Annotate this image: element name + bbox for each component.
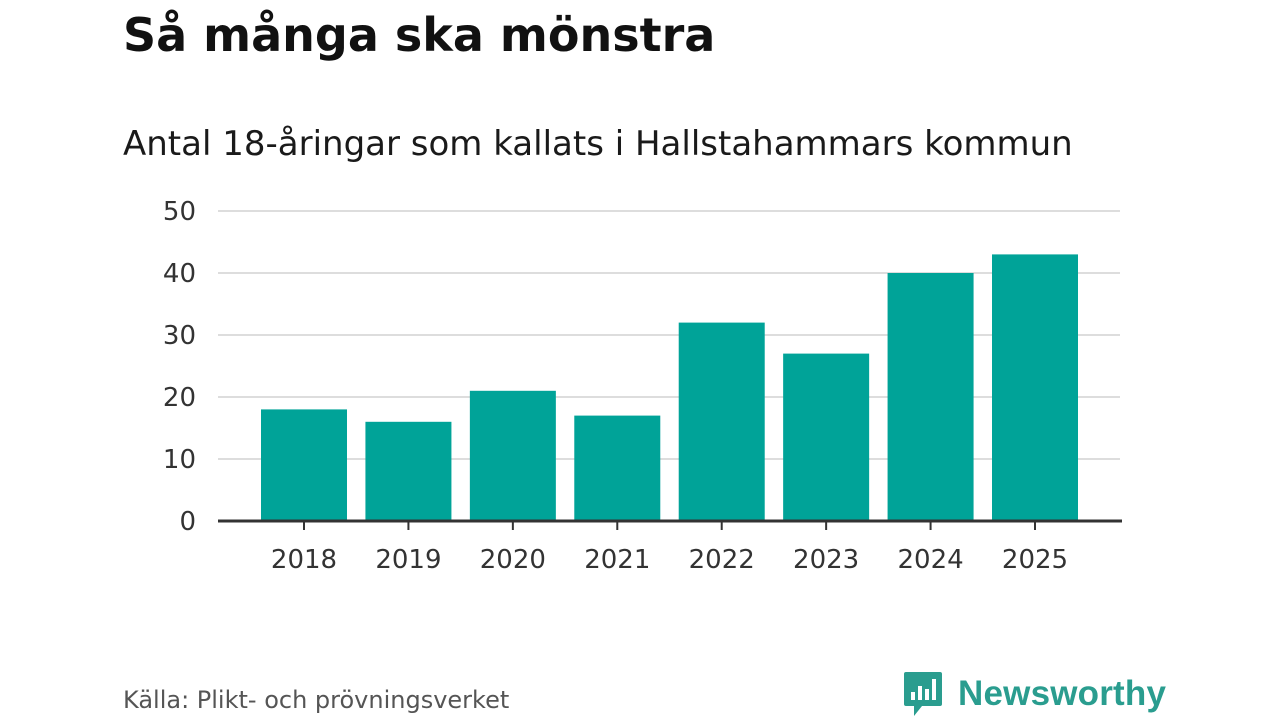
y-tick-label: 50 (163, 197, 196, 227)
y-tick-label: 0 (179, 507, 196, 537)
bar-chart-speech-bubble-icon (904, 672, 942, 716)
source-note: Källa: Plikt- och prövningsverket (123, 686, 510, 714)
bar-chart: 0 10 20 30 40 50 2018 2019 2020 2021 2022 2023 2024 2… (163, 197, 1122, 575)
brand-name: Newsworthy (958, 674, 1167, 713)
x-tick-label: 2020 (480, 545, 546, 575)
x-tick-label: 2023 (793, 545, 859, 575)
bar-2023 (783, 353, 870, 521)
brand-logo: Newsworthy (902, 670, 1166, 718)
chart-title: Så många ska mönstra (123, 8, 716, 62)
chart-subtitle: Antal 18-åringar som kallats i Hallstaha… (123, 124, 1073, 164)
x-tick-label: 2022 (689, 545, 755, 575)
bar-2020 (469, 390, 556, 521)
bar-2024 (887, 273, 974, 521)
bar-2019 (365, 421, 452, 521)
x-tick-label: 2018 (271, 545, 337, 575)
bar-2022 (678, 322, 765, 521)
y-tick-label: 20 (163, 383, 196, 413)
x-tick-label: 2024 (897, 545, 963, 575)
y-tick-label: 10 (163, 445, 196, 475)
y-tick-label: 30 (163, 321, 196, 351)
x-tick-label: 2021 (584, 545, 650, 575)
x-tick-label: 2019 (375, 545, 441, 575)
bar-2021 (574, 415, 661, 521)
bar-2018 (261, 409, 347, 521)
bar-2025 (992, 254, 1078, 521)
x-tick-label: 2025 (1002, 545, 1068, 575)
y-tick-label: 40 (163, 259, 196, 289)
